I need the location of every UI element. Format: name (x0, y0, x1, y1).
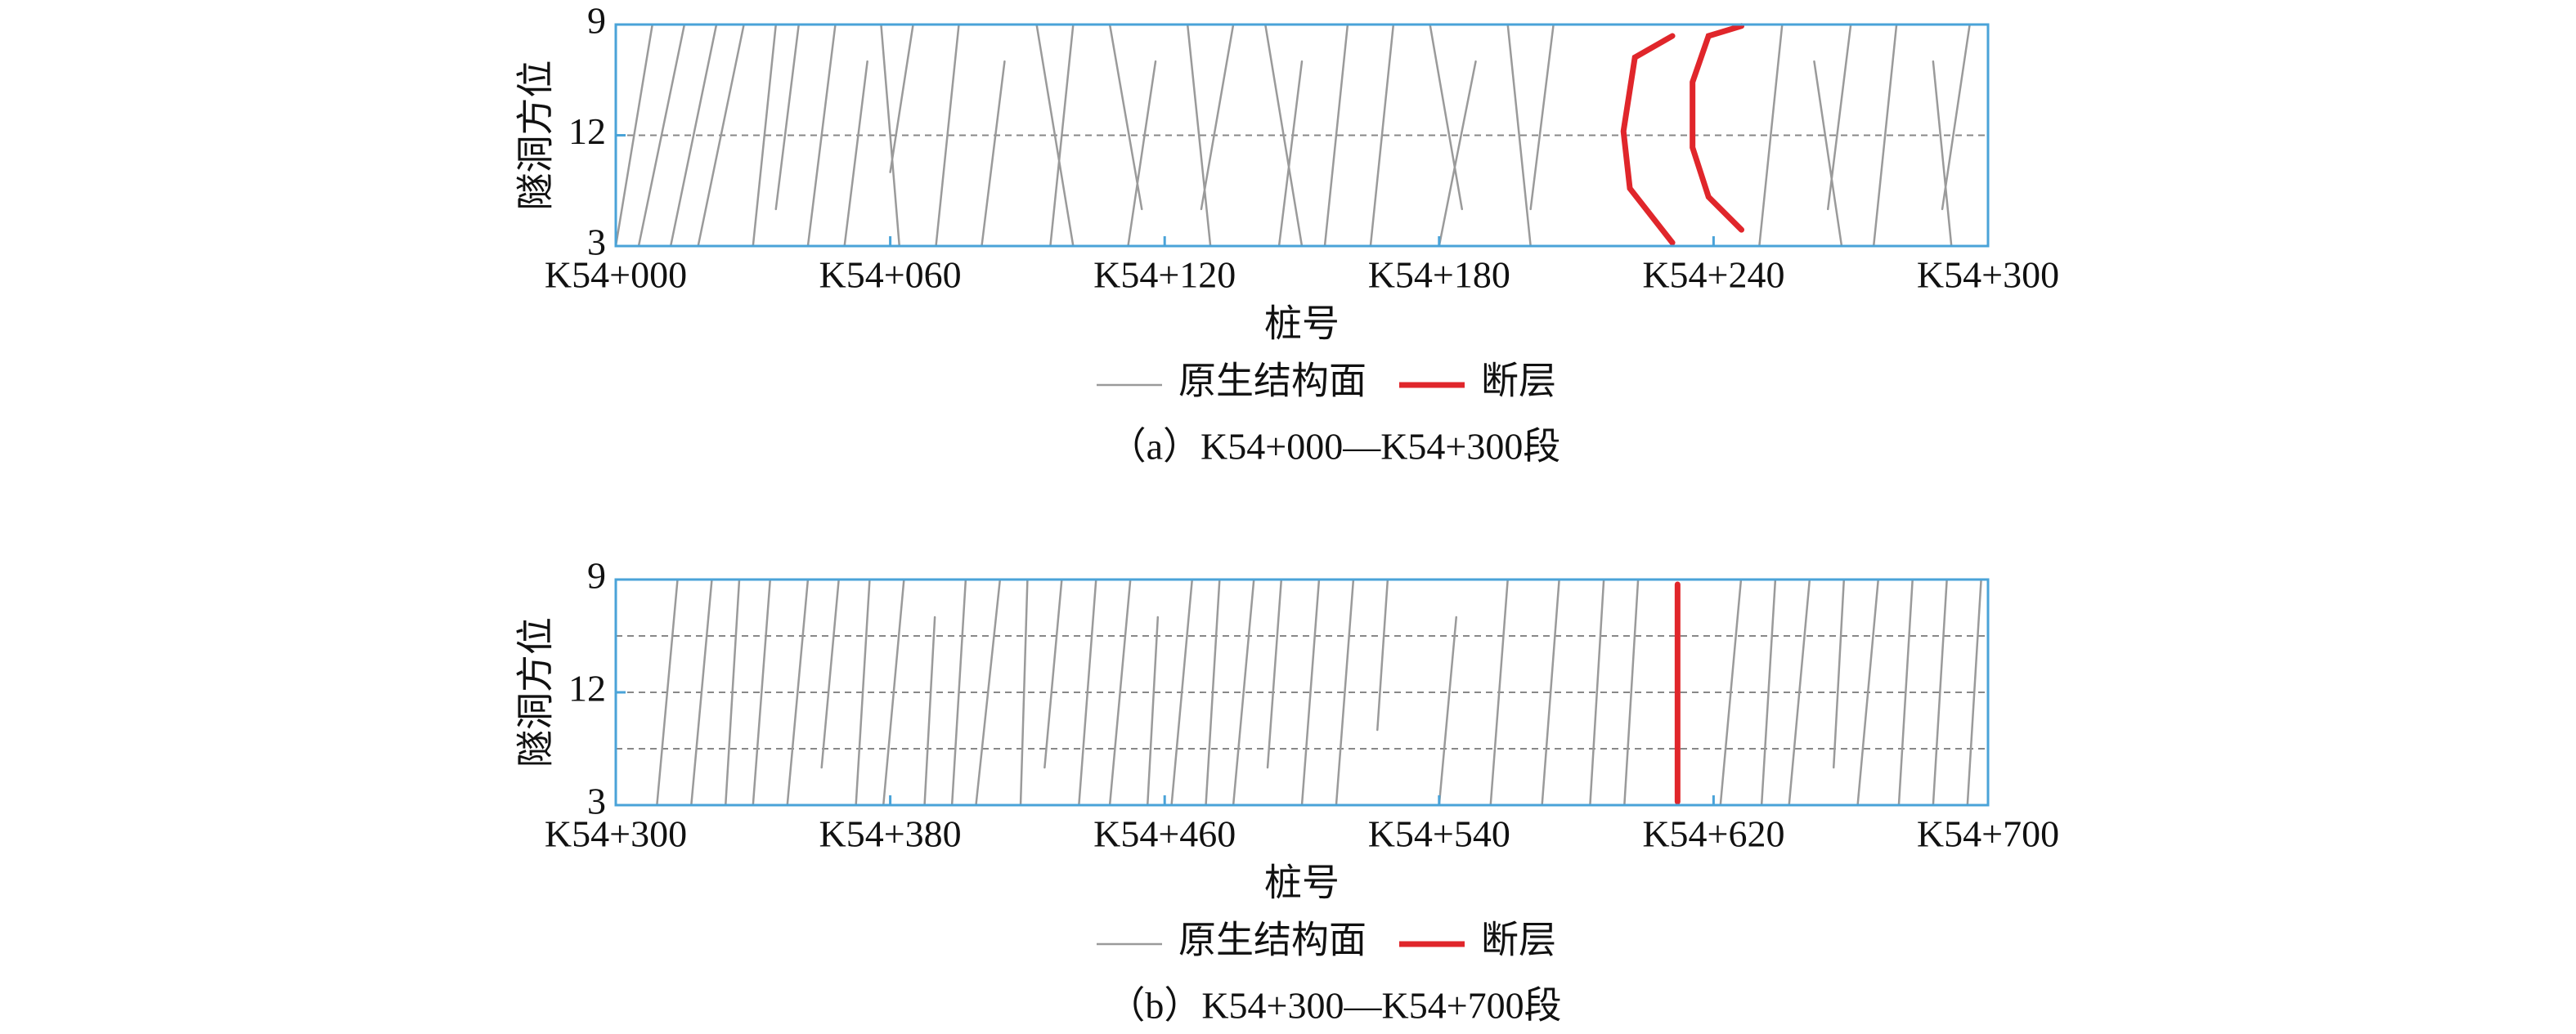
y-tick-label: 9 (587, 0, 606, 42)
trace-line (614, 23, 1971, 248)
x-tick-label: K54+300 (545, 813, 687, 855)
y-tick-label: 12 (568, 110, 606, 152)
x-tick-label: K54+380 (819, 813, 962, 855)
x-tick-label: K54+540 (1368, 813, 1510, 855)
x-axis-label: 桩号 (1264, 303, 1340, 345)
y-axis-label: 隧洞方位 (515, 60, 557, 211)
caption: （a）K54+000—K54+300段 (1109, 426, 1561, 468)
y-tick-label: 3 (587, 222, 606, 263)
y-tick-label: 12 (568, 668, 606, 709)
x-tick-label: K54+240 (1642, 254, 1784, 296)
x-tick-label: K54+300 (1917, 254, 2059, 296)
x-tick-label: K54+460 (1093, 813, 1236, 855)
x-tick-label: K54+000 (545, 254, 687, 296)
y-axis-label: 隧洞方位 (515, 617, 557, 768)
legend-label: 原生结构面 (1178, 920, 1367, 961)
plot-frame (614, 578, 1990, 807)
legend-label: 断层 (1481, 360, 1556, 402)
x-tick-label: K54+620 (1642, 813, 1784, 855)
y-tick-label: 9 (587, 555, 606, 597)
trace-line (1620, 23, 1745, 246)
x-tick-label: K54+120 (1093, 254, 1236, 296)
x-tick-label: K54+060 (819, 254, 962, 296)
x-tick-label: K54+180 (1368, 254, 1510, 296)
legend-label: 断层 (1481, 920, 1556, 961)
legend-label: 原生结构面 (1178, 360, 1367, 402)
caption: （b）K54+300—K54+700段 (1107, 985, 1561, 1027)
x-tick-label: K54+700 (1917, 813, 2059, 855)
x-axis-label: 桩号 (1264, 862, 1340, 904)
trace-line (656, 578, 1982, 807)
y-tick-label: 3 (587, 781, 606, 822)
